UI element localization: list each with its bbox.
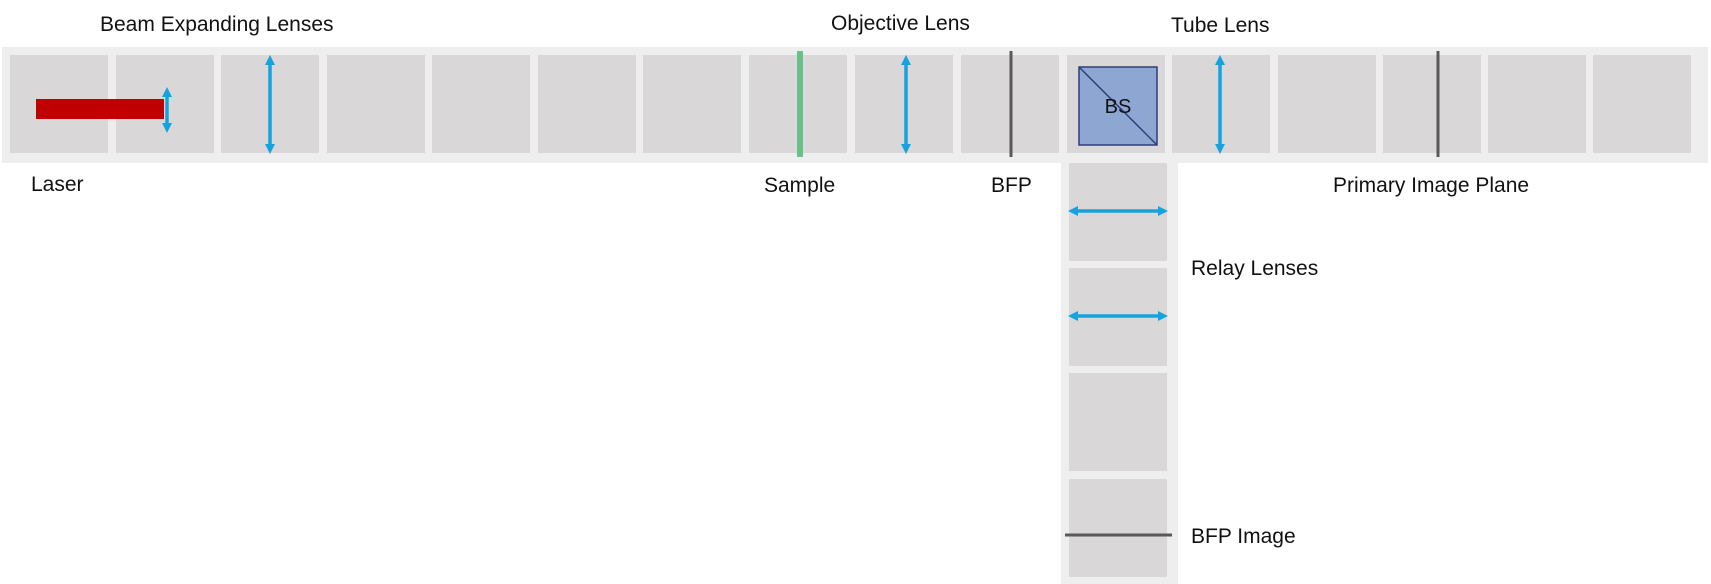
cell-7 [643,55,741,153]
relay-lenses-label: Relay Lenses [1191,257,1318,280]
objective-lens-label: Objective Lens [831,12,970,35]
vcell-4 [1069,479,1167,577]
bfp-label: BFP [991,174,1032,197]
lens-group [162,55,1225,321]
cell-5 [432,55,530,153]
vcell-3 [1069,373,1167,471]
beam-splitter-label: BS [1105,96,1132,118]
cell-15 [1488,55,1586,153]
beam-splitter-cube-icon [1078,66,1158,146]
cell-9 [855,55,953,153]
primary-image-plane-label: Primary Image Plane [1333,174,1529,197]
cell-4 [327,55,425,153]
beam-expanding-lenses-label: Beam Expanding Lenses [100,13,334,36]
cell-14 [1383,55,1481,153]
laser-label: Laser [31,173,84,196]
cell-13 [1278,55,1376,153]
tube-lens-label: Tube Lens [1171,14,1269,37]
laser-bar-icon [36,99,164,119]
bfp-image-label: BFP Image [1191,525,1296,548]
cell-6 [538,55,636,153]
cell-16 [1593,55,1691,153]
sample-label: Sample [764,174,835,197]
